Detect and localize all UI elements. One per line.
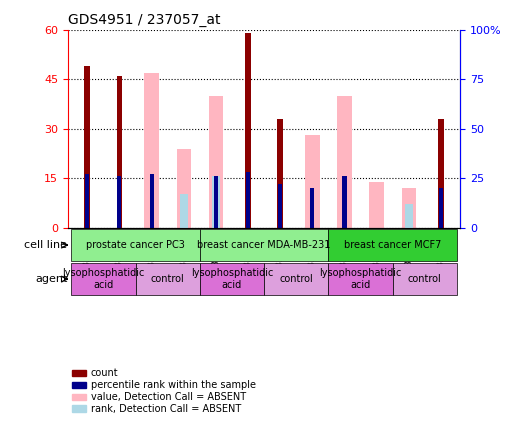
Bar (369, 182, 384, 228)
FancyBboxPatch shape (200, 229, 328, 261)
Bar (310, 188, 314, 228)
Bar (278, 184, 282, 228)
Bar (305, 135, 320, 228)
Text: lysophosphatidic
acid: lysophosphatidic acid (62, 268, 144, 290)
FancyBboxPatch shape (328, 229, 457, 261)
Bar (150, 174, 154, 228)
Bar (118, 176, 121, 228)
Text: lysophosphatidic
acid: lysophosphatidic acid (191, 268, 273, 290)
Bar (85, 66, 90, 228)
Bar (438, 119, 444, 228)
Legend: count, percentile rank within the sample, value, Detection Call = ABSENT, rank, : count, percentile rank within the sample… (67, 365, 260, 418)
FancyBboxPatch shape (71, 263, 135, 295)
FancyBboxPatch shape (200, 263, 264, 295)
FancyBboxPatch shape (393, 263, 457, 295)
Bar (337, 96, 352, 228)
Text: cell line: cell line (25, 240, 67, 250)
Bar (214, 176, 218, 228)
Text: lysophosphatidic
acid: lysophosphatidic acid (320, 268, 402, 290)
Text: breast cancer MCF7: breast cancer MCF7 (344, 240, 441, 250)
Text: control: control (408, 274, 442, 284)
Bar (176, 148, 191, 228)
FancyBboxPatch shape (264, 263, 328, 295)
Text: GDS4951 / 237057_at: GDS4951 / 237057_at (68, 13, 221, 27)
Bar (245, 33, 251, 228)
Text: control: control (279, 274, 313, 284)
Bar (117, 76, 122, 228)
Bar (402, 188, 416, 228)
Text: control: control (151, 274, 185, 284)
Text: prostate cancer PC3: prostate cancer PC3 (86, 240, 185, 250)
Bar (212, 176, 220, 228)
FancyBboxPatch shape (328, 263, 393, 295)
Bar (209, 96, 223, 228)
Bar (180, 194, 188, 228)
Bar (246, 173, 250, 228)
Bar (144, 73, 159, 228)
Bar (439, 188, 443, 228)
FancyBboxPatch shape (135, 263, 200, 295)
Bar (277, 119, 283, 228)
Bar (85, 174, 89, 228)
FancyBboxPatch shape (71, 229, 200, 261)
Text: breast cancer MDA-MB-231: breast cancer MDA-MB-231 (197, 240, 331, 250)
Bar (343, 176, 347, 228)
Bar (405, 204, 413, 228)
Text: agent: agent (35, 274, 67, 284)
